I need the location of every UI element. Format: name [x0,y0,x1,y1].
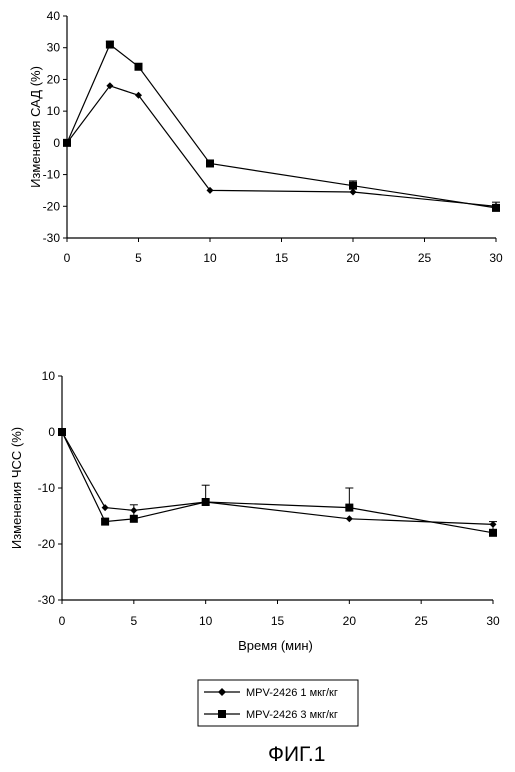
data-point-diamond [346,515,353,522]
x-tick-label: 25 [418,251,432,265]
chart-heart-rate: 100-10-20-30051015202530Изменения ЧСС (%… [9,369,500,653]
y-tick-label: 0 [53,136,60,150]
y-tick-label: 40 [47,9,61,23]
series-line [62,432,493,524]
series-1 [64,82,500,210]
x-tick-label: 0 [64,251,71,265]
legend-marker-diamond [218,688,226,696]
legend-item-2: MPV-2426 3 мкг/кг [204,709,338,721]
y-tick-label: -10 [38,481,56,495]
x-tick-label: 30 [486,614,500,628]
data-point-square [202,498,210,506]
chart-systolic-pressure: 403020100-10-20-30051015202530Изменения … [28,9,503,265]
x-tick-label: 25 [414,614,428,628]
data-point-square [106,41,114,49]
data-point-square [130,515,138,523]
data-point-square [101,518,109,526]
y-tick-label: 10 [42,369,56,383]
x-tick-label: 10 [199,614,213,628]
x-tick-label: 15 [275,251,289,265]
data-point-square [489,529,497,537]
legend-item-1: MPV-2426 1 мкг/кг [204,687,338,699]
y-tick-label: 0 [48,425,55,439]
x-tick-label: 15 [271,614,285,628]
y-tick-label: 10 [47,104,61,118]
y-tick-label: 30 [47,41,61,55]
y-tick-label: -30 [38,593,56,607]
x-tick-label: 10 [203,251,217,265]
y-axis-title: Изменения САД (%) [28,66,43,188]
series-line [67,86,496,207]
y-axis-title: Изменения ЧСС (%) [9,427,24,549]
y-tick-label: -30 [43,231,61,245]
legend-marker-square [218,710,226,718]
data-point-square [349,182,357,190]
data-point-diamond [102,504,109,511]
x-tick-label: 5 [135,251,142,265]
x-tick-label: 20 [346,251,360,265]
x-tick-label: 30 [489,251,503,265]
legend: MPV-2426 1 мкг/кг MPV-2426 3 мкг/кг [198,680,358,726]
legend-label-1: MPV-2426 1 мкг/кг [246,687,338,699]
legend-label-2: MPV-2426 3 мкг/кг [246,709,338,721]
y-tick-label: -20 [43,199,61,213]
data-point-square [206,159,214,167]
series-2 [58,428,497,537]
series-line [62,432,493,533]
y-tick-label: -20 [38,537,56,551]
series-2 [63,41,500,212]
data-point-square [58,428,66,436]
data-point-square [492,204,500,212]
data-point-square [345,504,353,512]
y-tick-label: -10 [43,168,61,182]
data-point-square [135,63,143,71]
x-tick-label: 0 [59,614,66,628]
figure-label: ФИГ.1 [268,743,325,766]
x-tick-label: 20 [343,614,357,628]
data-point-square [63,139,71,147]
x-tick-label: 5 [130,614,137,628]
y-tick-label: 20 [47,72,61,86]
series-1 [59,429,497,528]
series-line [67,45,496,208]
x-axis-title: Время (мин) [238,638,313,653]
